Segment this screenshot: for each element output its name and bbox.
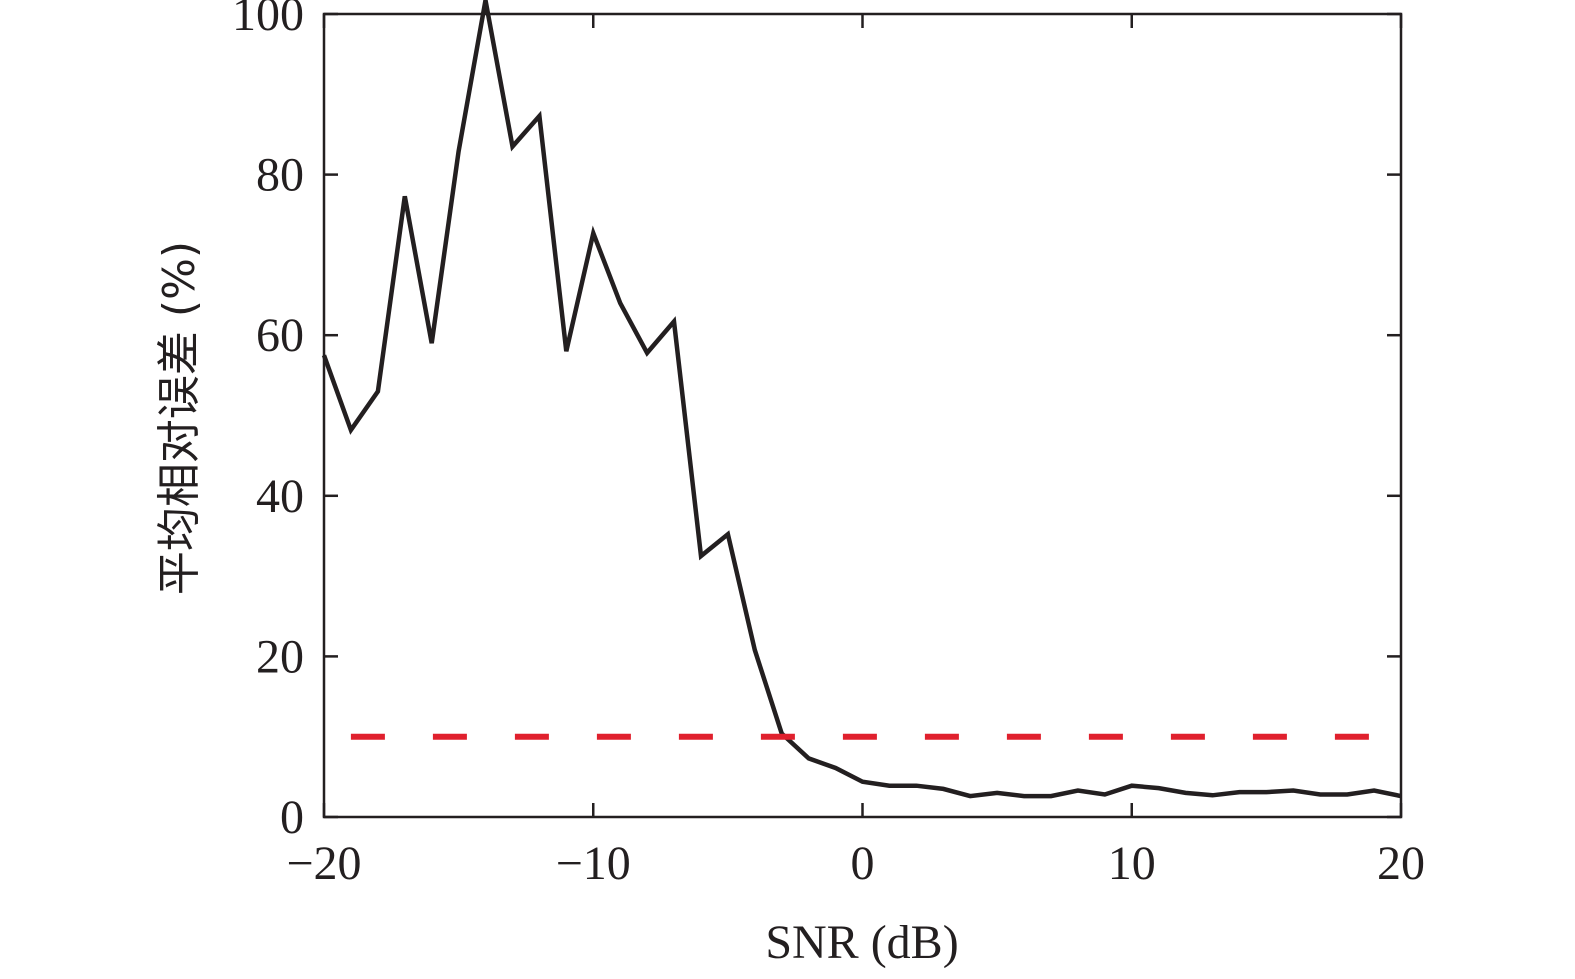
x-tick-label: 10 bbox=[1108, 837, 1156, 890]
x-tick-label: 0 bbox=[851, 837, 875, 890]
y-tick-label: 80 bbox=[256, 149, 304, 202]
x-tick-label: −20 bbox=[286, 837, 361, 890]
y-axis-label: 平均相对误差 (%) bbox=[154, 241, 205, 595]
y-tick-label: 100 bbox=[232, 0, 304, 41]
y-tick-label: 40 bbox=[256, 470, 304, 523]
y-tick-label: 20 bbox=[256, 630, 304, 683]
y-tick-label: 60 bbox=[256, 309, 304, 362]
x-tick-label: 20 bbox=[1377, 837, 1425, 890]
error-series-line bbox=[321, 0, 1402, 799]
plot-frame bbox=[322, 12, 1403, 819]
y-tick-label: 0 bbox=[280, 791, 304, 844]
x-axis-ticks: −20 −10 0 10 20 bbox=[286, 14, 1425, 890]
x-axis-label: SNR (dB) bbox=[765, 916, 958, 969]
x-tick-label: −10 bbox=[556, 837, 631, 890]
plot-border bbox=[322, 12, 1403, 819]
y-axis-ticks: 0 20 40 60 80 100 bbox=[232, 0, 1401, 844]
series-layer bbox=[321, 0, 1402, 799]
